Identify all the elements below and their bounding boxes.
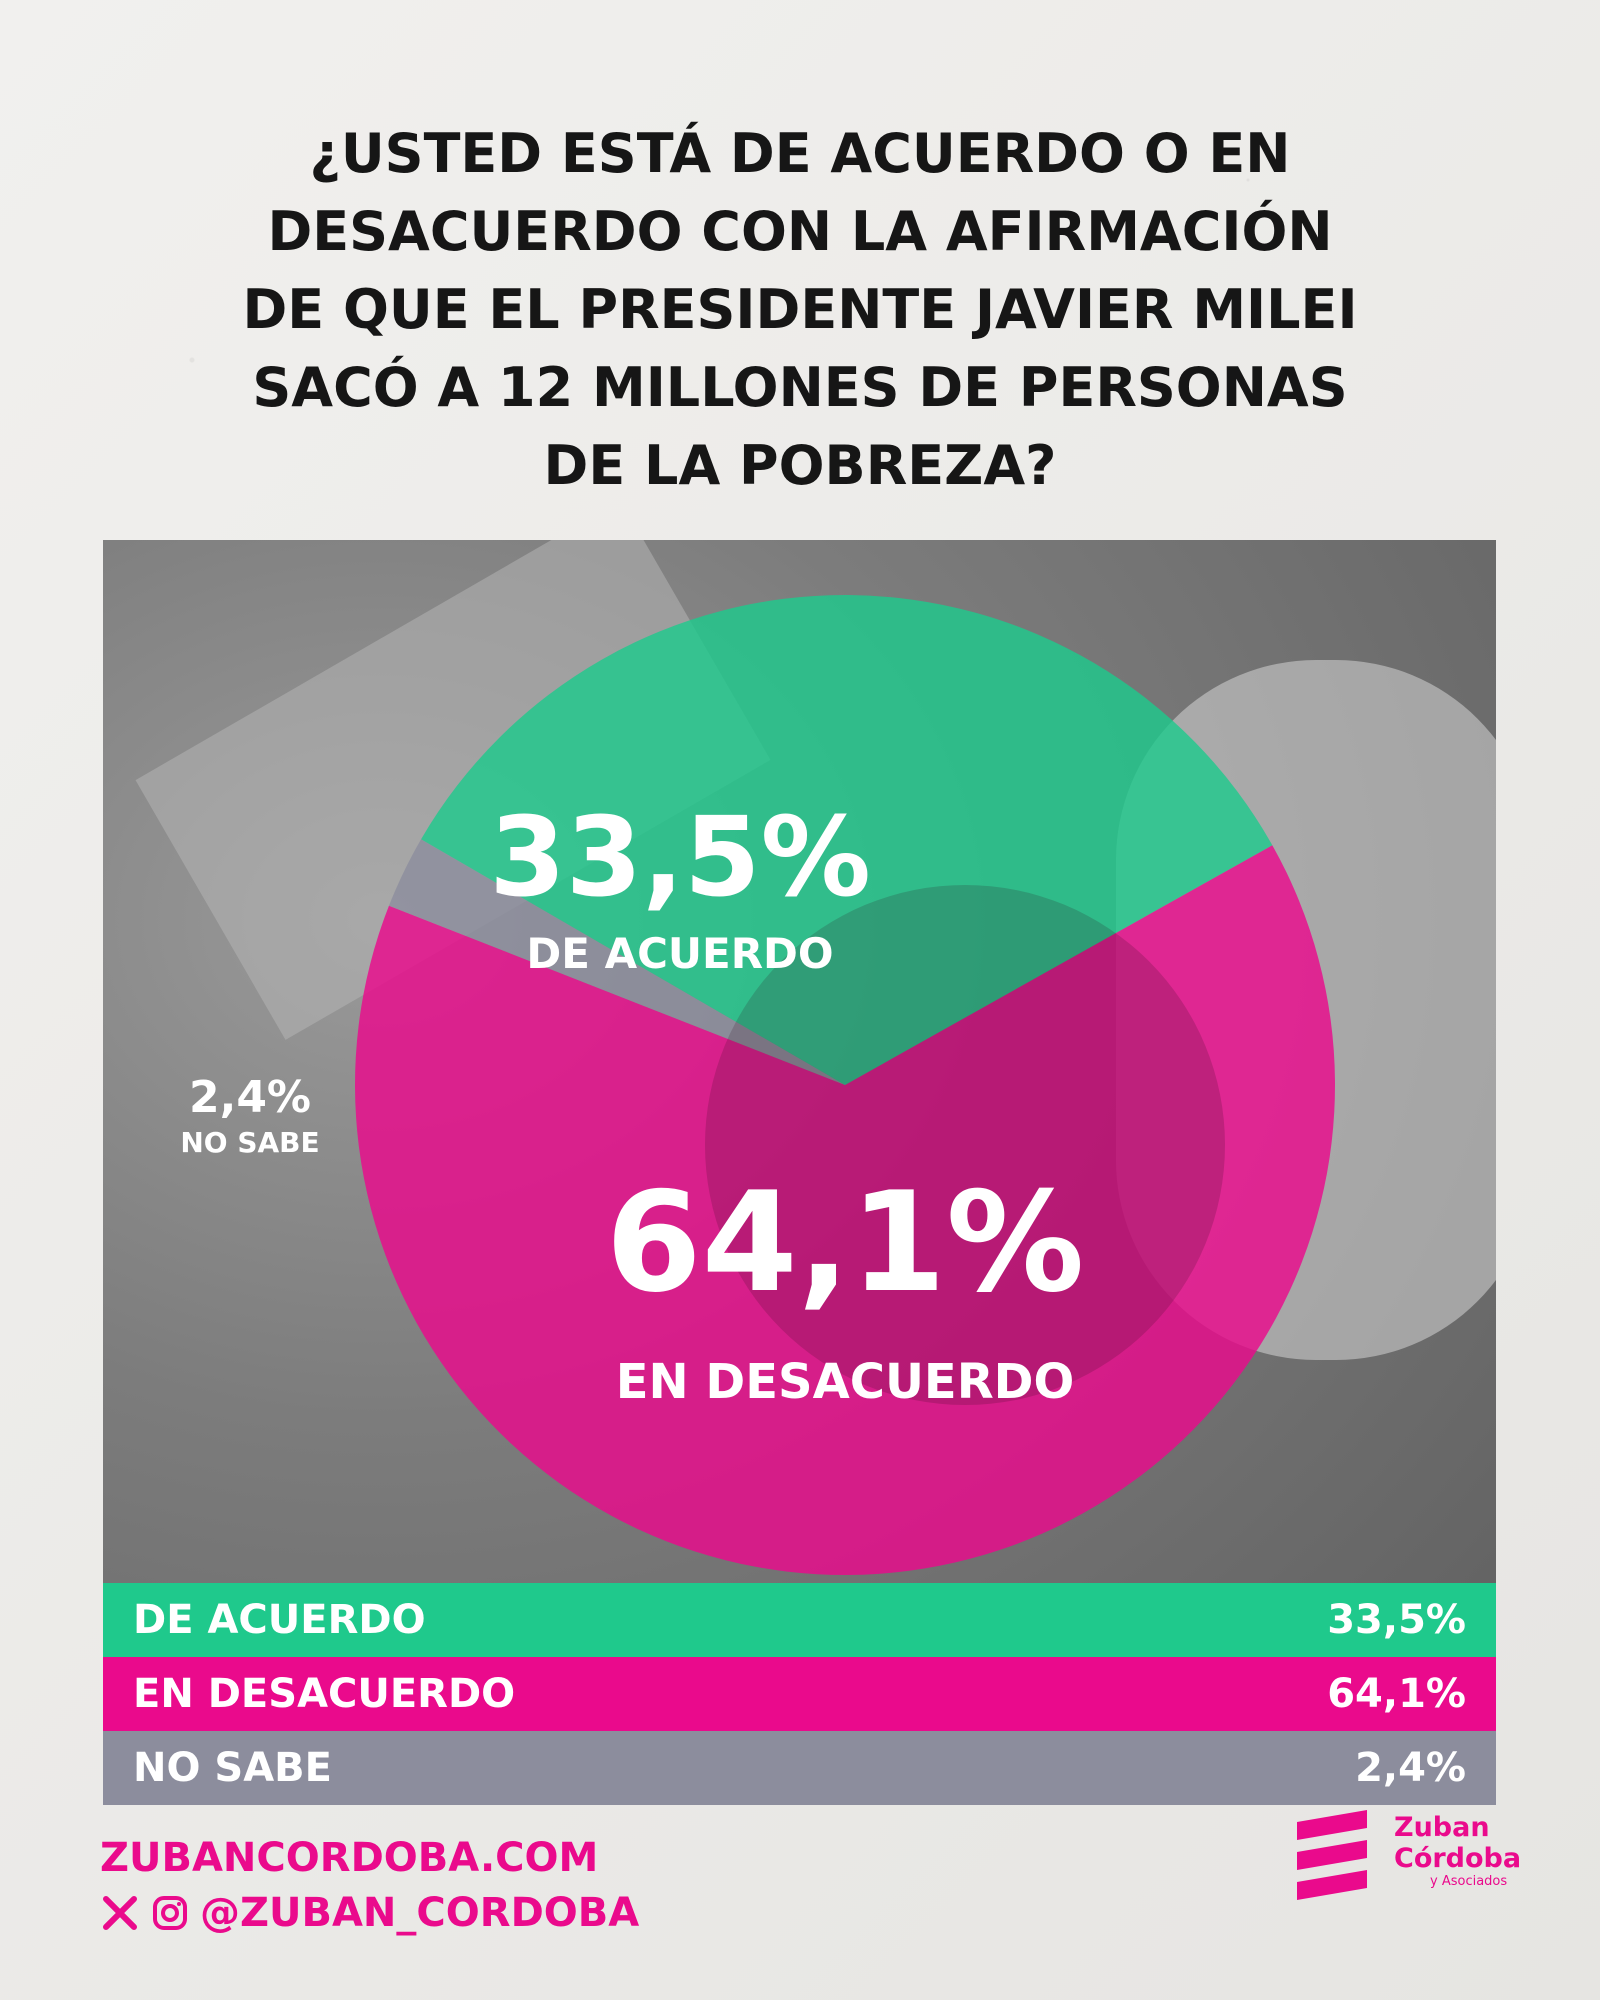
- disagree-percent-label: 64,1%: [606, 1162, 1085, 1323]
- title-line: DESACUERDO CON LA AFIRMACIÓN: [267, 200, 1333, 263]
- legend-row-disagree: EN DESACUERDO 64,1%: [103, 1657, 1496, 1731]
- instagram-icon[interactable]: [150, 1893, 190, 1933]
- legend-value: 33,5%: [1327, 1597, 1466, 1643]
- logo-line-1: Zuban: [1394, 1812, 1490, 1843]
- zuban-cordoba-logo-icon: [1297, 1810, 1367, 1900]
- logo-wordmark: Zuban Córdoba y Asociados: [1394, 1812, 1521, 1890]
- legend-value: 2,4%: [1355, 1745, 1466, 1791]
- pie-slice-disagree: [354, 845, 1335, 1575]
- legend-label: EN DESACUERDO: [133, 1671, 516, 1717]
- disagree-text-label: EN DESACUERDO: [616, 1354, 1075, 1410]
- unknown-percent-label: 2,4%: [189, 1072, 311, 1123]
- unknown-text-label: NO SABE: [180, 1126, 319, 1159]
- agree-percent-label: 33,5%: [489, 793, 871, 921]
- legend-label: DE ACUERDO: [133, 1597, 426, 1643]
- legend-row-unknown: NO SABE 2,4%: [103, 1731, 1496, 1805]
- pie-shading: [705, 885, 1225, 1405]
- title-line: DE LA POBREZA?: [543, 434, 1057, 497]
- agree-text-label: DE ACUERDO: [526, 929, 833, 978]
- social-row: @ZUBAN_CORDOBA: [100, 1890, 639, 1936]
- legend-row-agree: DE ACUERDO 33,5%: [103, 1583, 1496, 1657]
- title-line: SACÓ A 12 MILLONES DE PERSONAS: [252, 356, 1348, 419]
- website-link[interactable]: ZUBANCORDOBA.COM: [100, 1835, 599, 1881]
- pie-slice-agree: [421, 594, 1273, 1085]
- legend-label: NO SABE: [133, 1745, 332, 1791]
- x-icon[interactable]: [100, 1893, 140, 1933]
- chart-title: ¿USTED ESTÁ DE ACUERDO O EN DESACUERDO C…: [120, 115, 1480, 505]
- chart-legend: DE ACUERDO 33,5% EN DESACUERDO 64,1% NO …: [103, 1583, 1496, 1805]
- title-line: DE QUE EL PRESIDENTE JAVIER MILEI: [242, 278, 1358, 341]
- pie-slice-unknown: [388, 839, 845, 1085]
- social-handle[interactable]: @ZUBAN_CORDOBA: [200, 1890, 640, 1936]
- title-line: ¿USTED ESTÁ DE ACUERDO O EN: [309, 122, 1291, 185]
- logo-line-3: y Asociados: [1430, 1874, 1508, 1889]
- legend-value: 64,1%: [1327, 1671, 1466, 1717]
- logo-line-2: Córdoba: [1394, 1843, 1522, 1874]
